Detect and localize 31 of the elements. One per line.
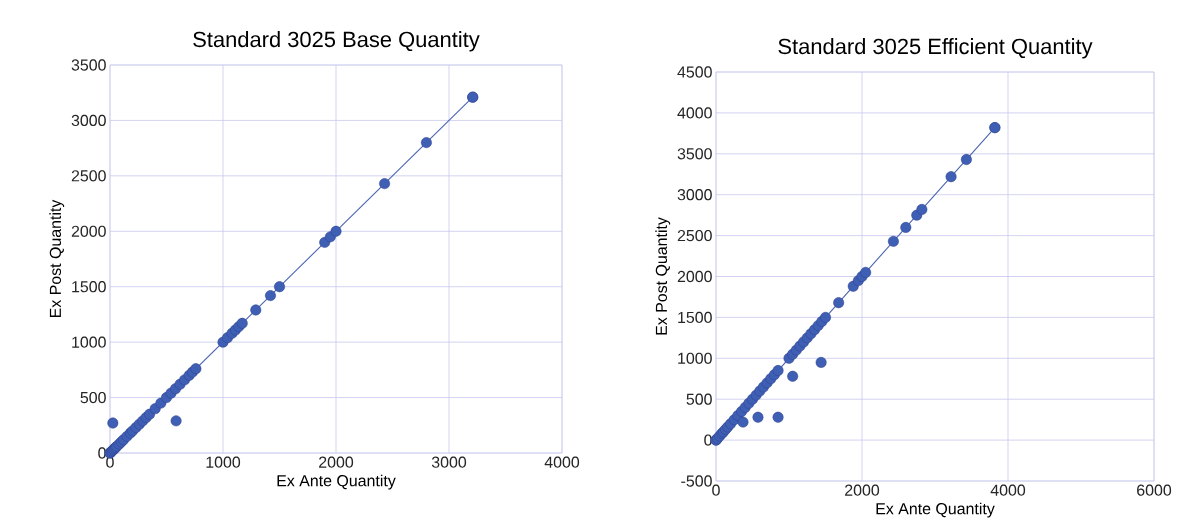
y-tick-label: 2000 (71, 225, 106, 237)
y-tick-label: 1500 (72, 281, 106, 293)
y-tick-label: 2500 (71, 170, 106, 182)
y-tick-label: 3000 (71, 114, 106, 127)
y-tick-label: 500 (686, 393, 712, 405)
y-axis-title: Ex Post Quantity (655, 217, 671, 335)
y-tick-label: 1000 (72, 336, 106, 348)
y-tick-label: 4000 (677, 107, 712, 119)
x-tick-label: 4000 (544, 456, 580, 468)
x-axis-title: Ex Ante Quantity (277, 474, 396, 490)
chart-title: Standard 3025 Base Quantity (193, 31, 480, 52)
y-tick-label: 3500 (677, 148, 712, 160)
x-tick-label: 4000 (990, 484, 1026, 496)
y-tick-label: 4500 (677, 66, 712, 78)
y-tick-label: 3000 (677, 189, 712, 201)
y-tick-label: -500 (681, 475, 712, 487)
x-axis-title: Ex Ante Quantity (876, 502, 995, 518)
y-tick-label: 1000 (678, 352, 712, 364)
y-tick-label: 2000 (677, 270, 712, 283)
y-tick-label: 2500 (677, 229, 712, 242)
x-tick-label: 6000 (1137, 484, 1172, 496)
y-tick-label: 3500 (71, 59, 106, 71)
chart-title: Standard 3025 Efficient Quantity (778, 38, 1093, 59)
x-tick-label: 3000 (431, 456, 467, 468)
y-tick-label: 500 (80, 391, 106, 404)
y-tick-label: 1500 (678, 311, 712, 324)
y-axis-title: Ex Post Quantity (49, 199, 65, 318)
x-tick-label: 1000 (206, 456, 241, 468)
x-tick-label: 2000 (845, 484, 880, 496)
x-tick-label: 0 (712, 484, 720, 496)
x-tick-label: 2000 (319, 456, 354, 468)
